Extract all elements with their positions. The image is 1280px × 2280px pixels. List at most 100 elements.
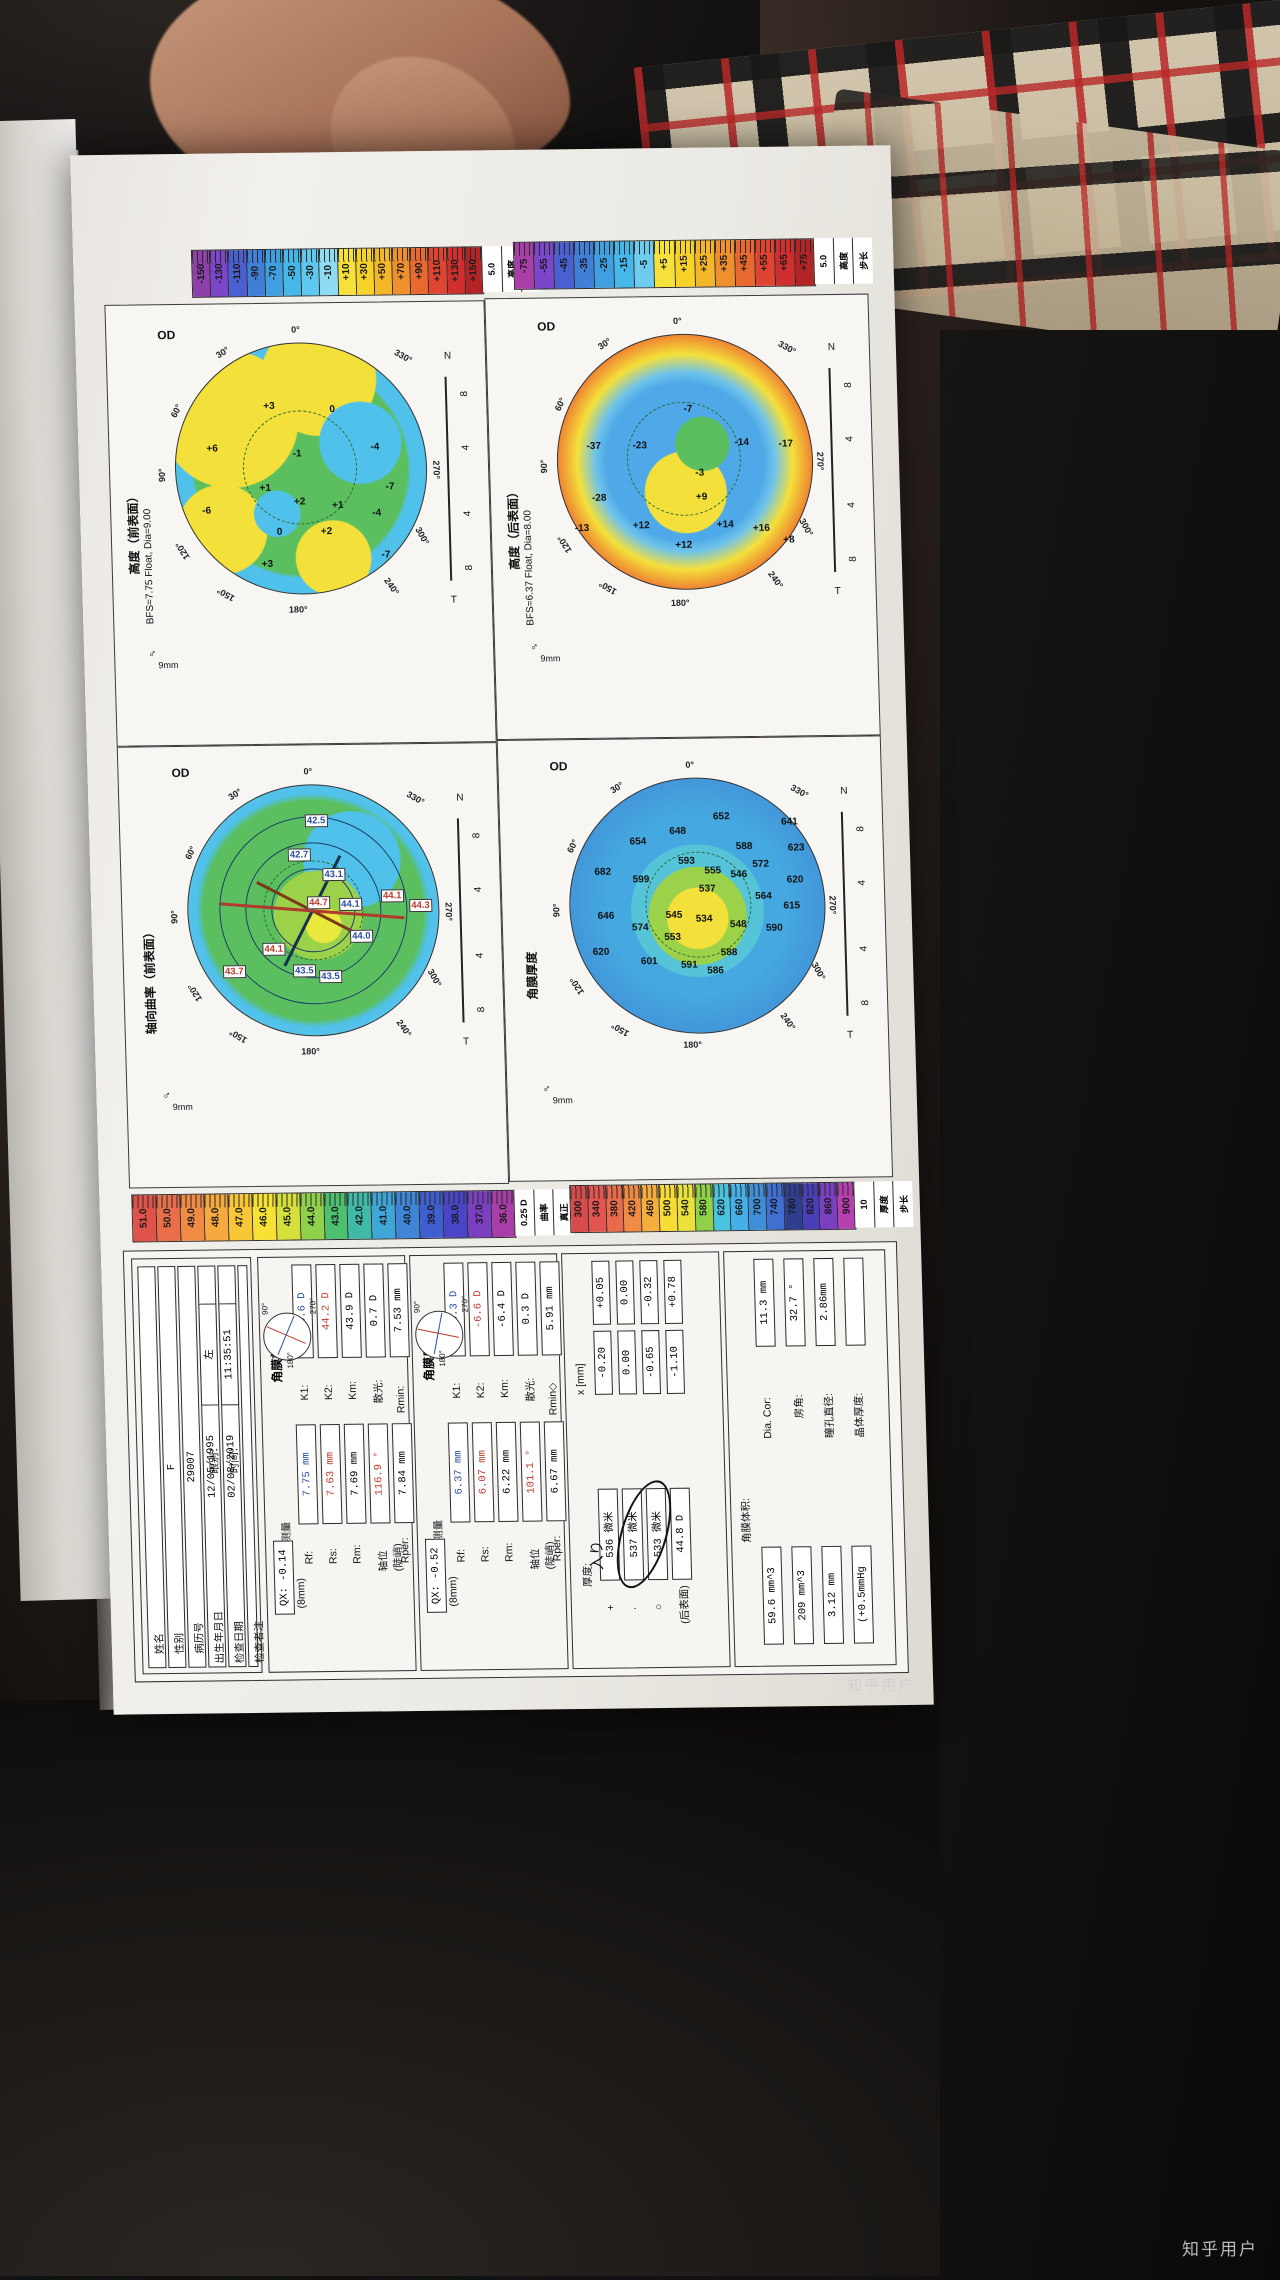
anterior-rmin-label: Rmin:: [394, 1385, 408, 1414]
posterior-km-label: Km:: [498, 1379, 512, 1399]
anterior-dial-top: 90°: [260, 1302, 270, 1315]
chamber-acvol-value: 209 mm^3: [791, 1546, 815, 1645]
scale-swatch: +25: [694, 240, 716, 287]
map4-meridian: 0°: [685, 759, 695, 770]
pachy-y-3-text: +0.78: [666, 1276, 680, 1308]
posterior-rper-label: Rper:: [550, 1535, 564, 1562]
scale-tickmarks: [210, 250, 228, 264]
scale-swatch: 36.0: [491, 1190, 516, 1238]
scale-tickmarks: [180, 1194, 204, 1208]
anterior-rper-label: Rper:: [398, 1537, 412, 1564]
chamber-pupil-value: 2.86mm: [813, 1257, 836, 1347]
scale-tick-label: 500: [662, 1199, 675, 1217]
scale-tickmarks: [748, 1183, 766, 1197]
scale-tick-label: +90: [413, 262, 426, 280]
map4-value: 654: [629, 836, 647, 848]
map2-value: -3: [695, 467, 705, 479]
scale-pachy-row1: 厚度: [879, 1195, 890, 1214]
map3-k-label: 42.5: [304, 814, 328, 828]
scale-tickmarks: [734, 239, 754, 254]
posterior-rmin-text: 5.91 mm: [543, 1286, 558, 1331]
scale-tickmarks: [419, 1191, 443, 1205]
scale-tickmarks: [251, 1193, 276, 1208]
scale-swatch: 49.0: [180, 1194, 206, 1241]
scale-swatch: 38.0: [443, 1191, 469, 1238]
pachy-y-0-text: +0.05: [594, 1276, 608, 1309]
scale-tick-label: -130: [213, 263, 226, 284]
scale-curv-row2: 真正: [558, 1203, 570, 1222]
map1-zone: 9mm: [158, 659, 179, 671]
scale-tick-label: +75: [799, 253, 811, 271]
patient-label-name: 姓名: [153, 1633, 167, 1655]
map2-ruler-tick: 8: [847, 556, 859, 562]
scale-tick-label: 780: [787, 1198, 799, 1215]
map2-meridian: 0°: [672, 315, 682, 326]
scale-swatch: 380: [605, 1185, 625, 1232]
scale-tickmarks: [654, 240, 674, 255]
map4-ruler-tick: 4: [856, 879, 868, 886]
anterior-dial-left: 180°: [285, 1351, 296, 1369]
pachy-y-1: 0.00: [615, 1260, 636, 1325]
chamber-cornealvol-value: 59.6 mm^3: [761, 1546, 785, 1645]
pachy-thick-3-text: 44.8 D: [674, 1514, 688, 1553]
map2-value: -37: [586, 440, 602, 452]
pachy-y-3: +0.78: [663, 1259, 684, 1324]
scale-tick-label: -10: [322, 264, 335, 280]
anterior-k2-text: 44.2 D: [320, 1292, 334, 1331]
map4-value: 574: [631, 922, 649, 934]
scale-tickmarks: [712, 1184, 730, 1198]
scale-tick-label: 39.0: [425, 1205, 438, 1225]
map1-ruler-tick: 4: [460, 444, 472, 451]
scale-tick-label: +70: [395, 262, 407, 280]
map4-meridian: 180°: [683, 1039, 703, 1050]
scale-tick-label: -45: [558, 257, 570, 273]
scale-tickmarks: [264, 249, 283, 263]
patient-label-note: 检查者注: [253, 1620, 267, 1663]
scale-tickmarks: [391, 248, 410, 262]
scale-swatch: -75: [513, 242, 536, 289]
eye-icon-map4: ♂: [542, 1083, 551, 1096]
map3-k-label: 42.7: [287, 848, 311, 862]
anterior-astig-value: 0.7 D: [363, 1263, 386, 1358]
map4-value: 534: [695, 913, 713, 925]
scale-tickmarks: [694, 240, 714, 254]
scale-tick-label: +65: [779, 254, 791, 272]
map3-meridian: 90°: [169, 910, 180, 924]
scale-tick-label: 45.0: [282, 1206, 294, 1227]
anterior-rper-value: 7.84 mm: [391, 1423, 415, 1524]
scale-swatch: +130: [446, 247, 467, 294]
map2-zone: 9mm: [540, 653, 561, 664]
posterior-dial-left: 180°: [437, 1350, 448, 1367]
scale-tickmarks: [766, 1183, 784, 1197]
map4-ruler-tick: 4: [858, 945, 870, 952]
anterior-dial-bottom: 270°: [308, 1297, 318, 1315]
chamber-diacor-label: Dia. Cor:: [761, 1397, 775, 1439]
scale-swatch: 51.0: [132, 1195, 158, 1242]
map1-ruler-tick: 4: [462, 510, 474, 517]
anterior-rf-label: Rf:: [303, 1550, 316, 1565]
map4-value: 601: [640, 956, 658, 968]
scale-tick-label: 420: [626, 1199, 639, 1217]
map3-ruler-tick: 4: [472, 886, 484, 893]
anterior-rm-label: Rm:: [351, 1544, 364, 1564]
scale-swatch: +15: [674, 240, 696, 287]
map4-value: 588: [720, 947, 738, 959]
map1-value: -7: [381, 549, 391, 561]
map1-meridian: 90°: [156, 468, 168, 483]
scale-tickmarks: [467, 1191, 491, 1205]
dark-side-right: [940, 330, 1280, 2280]
anterior-km-text: 43.9 D: [344, 1291, 358, 1330]
map4-value: 648: [669, 825, 687, 837]
scale-tickmarks: [371, 1192, 395, 1206]
anterior-axis-value: 116.9 °: [367, 1423, 391, 1524]
scale-swatch: 43.0: [323, 1192, 350, 1240]
posterior-k2-text: -6.6 D: [472, 1290, 486, 1329]
map3-k-label: 43.7: [222, 965, 246, 979]
map4-ruler-tick: 8: [860, 999, 872, 1006]
map4-value: 553: [664, 931, 682, 944]
scale-tickmarks: [491, 1190, 515, 1205]
posterior-rm-label: Rm:: [503, 1542, 516, 1562]
map1-value: +1: [259, 482, 272, 494]
scale-tickmarks: [373, 248, 392, 262]
scale-tickmarks: [674, 240, 694, 254]
